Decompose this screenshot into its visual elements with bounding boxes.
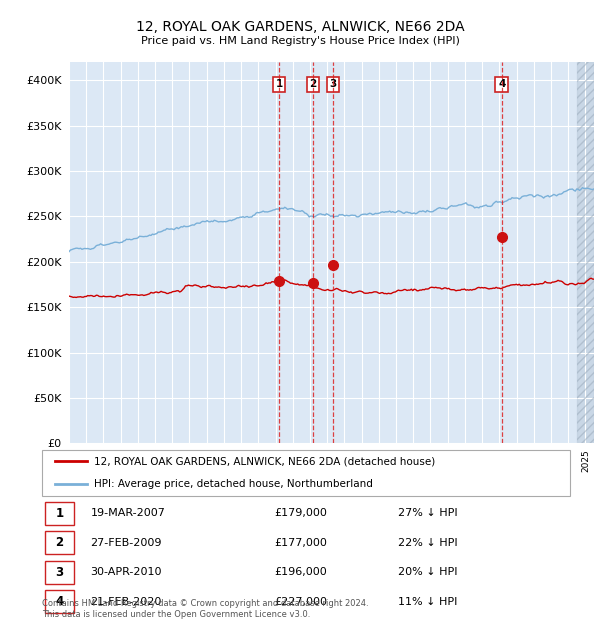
Text: 27% ↓ HPI: 27% ↓ HPI: [398, 508, 458, 518]
Text: 27-FEB-2009: 27-FEB-2009: [91, 538, 162, 547]
Text: £227,000: £227,000: [274, 596, 327, 606]
Text: 21-FEB-2020: 21-FEB-2020: [91, 596, 162, 606]
Text: 2: 2: [55, 536, 64, 549]
Text: 20% ↓ HPI: 20% ↓ HPI: [398, 567, 458, 577]
Text: 30-APR-2010: 30-APR-2010: [91, 567, 162, 577]
Text: 4: 4: [55, 595, 64, 608]
Text: HPI: Average price, detached house, Northumberland: HPI: Average price, detached house, Nort…: [94, 479, 373, 489]
Bar: [577, 62, 594, 443]
Text: 3: 3: [55, 565, 64, 578]
Text: 1: 1: [275, 79, 283, 89]
FancyBboxPatch shape: [45, 590, 74, 613]
Text: 12, ROYAL OAK GARDENS, ALNWICK, NE66 2DA: 12, ROYAL OAK GARDENS, ALNWICK, NE66 2DA: [136, 20, 464, 34]
Text: 22% ↓ HPI: 22% ↓ HPI: [398, 538, 458, 547]
Text: £177,000: £177,000: [274, 538, 327, 547]
Text: 1: 1: [55, 507, 64, 520]
FancyBboxPatch shape: [45, 560, 74, 583]
Text: 2: 2: [309, 79, 316, 89]
Text: 4: 4: [498, 79, 505, 89]
Text: £179,000: £179,000: [274, 508, 327, 518]
Text: 11% ↓ HPI: 11% ↓ HPI: [398, 596, 458, 606]
Text: 19-MAR-2007: 19-MAR-2007: [91, 508, 166, 518]
Text: £196,000: £196,000: [274, 567, 327, 577]
Text: Contains HM Land Registry data © Crown copyright and database right 2024.
This d: Contains HM Land Registry data © Crown c…: [42, 600, 368, 619]
Text: 3: 3: [329, 79, 337, 89]
Bar: [577, 62, 594, 443]
FancyBboxPatch shape: [45, 502, 74, 525]
Text: 12, ROYAL OAK GARDENS, ALNWICK, NE66 2DA (detached house): 12, ROYAL OAK GARDENS, ALNWICK, NE66 2DA…: [94, 456, 435, 466]
FancyBboxPatch shape: [45, 531, 74, 554]
FancyBboxPatch shape: [42, 450, 570, 496]
Text: Price paid vs. HM Land Registry's House Price Index (HPI): Price paid vs. HM Land Registry's House …: [140, 36, 460, 46]
